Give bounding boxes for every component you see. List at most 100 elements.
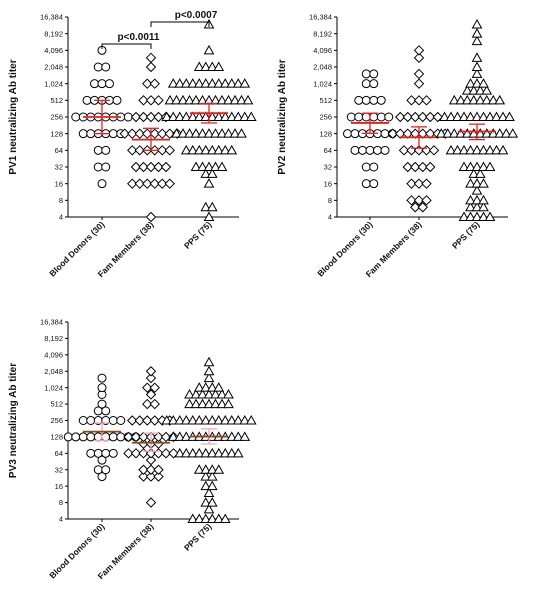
- data-point: [213, 513, 225, 523]
- data-point: [184, 128, 195, 138]
- data-point: [395, 111, 406, 123]
- data-point: [465, 194, 476, 205]
- data-point: [145, 464, 157, 475]
- y-tick-label: 4: [59, 515, 63, 524]
- data-point: [210, 398, 221, 409]
- data-point: [184, 94, 195, 105]
- data-point: [193, 513, 205, 523]
- data-point: [478, 201, 489, 212]
- data-point: [190, 161, 202, 171]
- data-point: [478, 194, 489, 205]
- data-point: [402, 111, 413, 123]
- data-point: [193, 382, 205, 392]
- data-point: [142, 415, 153, 426]
- data-point: [93, 432, 103, 442]
- data-point: [145, 95, 157, 106]
- data-point: [78, 432, 88, 442]
- data-point: [455, 94, 467, 105]
- data-point: [193, 414, 205, 425]
- data-point: [127, 178, 138, 189]
- data-point: [167, 111, 179, 121]
- data-point: [491, 144, 502, 155]
- data-point: [481, 128, 493, 138]
- data-point: [468, 85, 480, 95]
- data-point: [474, 128, 486, 138]
- data-point: [145, 454, 157, 466]
- data-point: [203, 365, 215, 376]
- data-point: [417, 202, 428, 213]
- y-tick-label: 512: [50, 96, 63, 105]
- data-point: [164, 178, 175, 189]
- data-point: [226, 431, 238, 441]
- data-point: [71, 112, 81, 122]
- data-point: [200, 201, 212, 212]
- y-tick-label: 16,384: [40, 318, 63, 327]
- data-point: [112, 95, 122, 105]
- y-tick-label: 4,096: [44, 46, 63, 55]
- x-tick-label: PPS (75): [182, 521, 214, 553]
- y-tick-label: 4: [59, 213, 63, 222]
- data-point: [187, 414, 199, 425]
- data-point: [193, 464, 205, 474]
- data-point: [145, 366, 157, 377]
- data-point: [190, 128, 202, 138]
- data-point: [200, 497, 212, 507]
- data-point: [387, 128, 398, 139]
- data-point: [149, 398, 160, 410]
- y-tick-label: 512: [50, 400, 63, 409]
- data-point: [193, 144, 205, 155]
- data-point: [161, 111, 173, 121]
- data-point: [471, 144, 483, 155]
- data-point: [86, 129, 96, 139]
- data-point: [200, 61, 212, 71]
- data-point: [458, 111, 470, 121]
- data-point: [219, 144, 231, 155]
- data-point: [226, 78, 238, 88]
- data-point: [86, 416, 96, 425]
- data-point: [236, 128, 247, 138]
- data-point: [358, 145, 367, 155]
- data-point: [187, 447, 199, 458]
- data-point: [481, 85, 493, 95]
- data-point: [97, 472, 107, 482]
- data-point: [361, 95, 371, 105]
- data-point: [413, 178, 425, 189]
- data-point: [494, 128, 506, 138]
- data-point: [213, 144, 225, 155]
- data-point: [428, 145, 440, 156]
- data-point: [101, 162, 111, 172]
- data-point: [343, 129, 352, 139]
- data-point: [149, 128, 160, 139]
- data-point: [484, 144, 496, 155]
- y-axis-title: PV3 neutralizing Ab titer: [8, 363, 19, 478]
- y-tick-label: 16,384: [40, 13, 63, 22]
- y-tick-label: 4,096: [313, 46, 332, 55]
- data-point: [468, 168, 480, 178]
- panel-pv1: 4 8 16 32 64 128 256 512 1,024 2,048 4,096 8,192 16,…: [8, 10, 257, 279]
- data-point: [180, 111, 192, 121]
- data-point: [410, 161, 421, 173]
- data-point: [376, 112, 386, 122]
- data-point: [445, 111, 457, 121]
- data-point: [149, 415, 160, 426]
- data-point: [149, 382, 160, 393]
- data-point: [354, 112, 364, 122]
- data-point: [452, 111, 463, 121]
- y-tick-label: 32: [324, 163, 332, 172]
- data-point: [200, 464, 212, 474]
- data-point: [130, 111, 142, 123]
- y-tick-label: 16,384: [309, 13, 332, 22]
- data-point: [458, 211, 470, 221]
- data-point: [471, 201, 483, 212]
- data-point: [471, 68, 483, 78]
- data-point: [171, 128, 182, 138]
- panel-pv3: 4 8 16 32 64 128 256 512 1,024 2,048 4,096 8,192 16,…: [8, 318, 257, 581]
- data-point: [380, 145, 390, 155]
- data-point: [471, 52, 483, 62]
- y-tick-label: 128: [319, 129, 332, 138]
- data-point: [471, 61, 483, 71]
- data-point: [421, 95, 432, 106]
- y-tick-label: 512: [319, 96, 332, 105]
- data-point: [236, 94, 247, 105]
- data-point: [206, 497, 218, 507]
